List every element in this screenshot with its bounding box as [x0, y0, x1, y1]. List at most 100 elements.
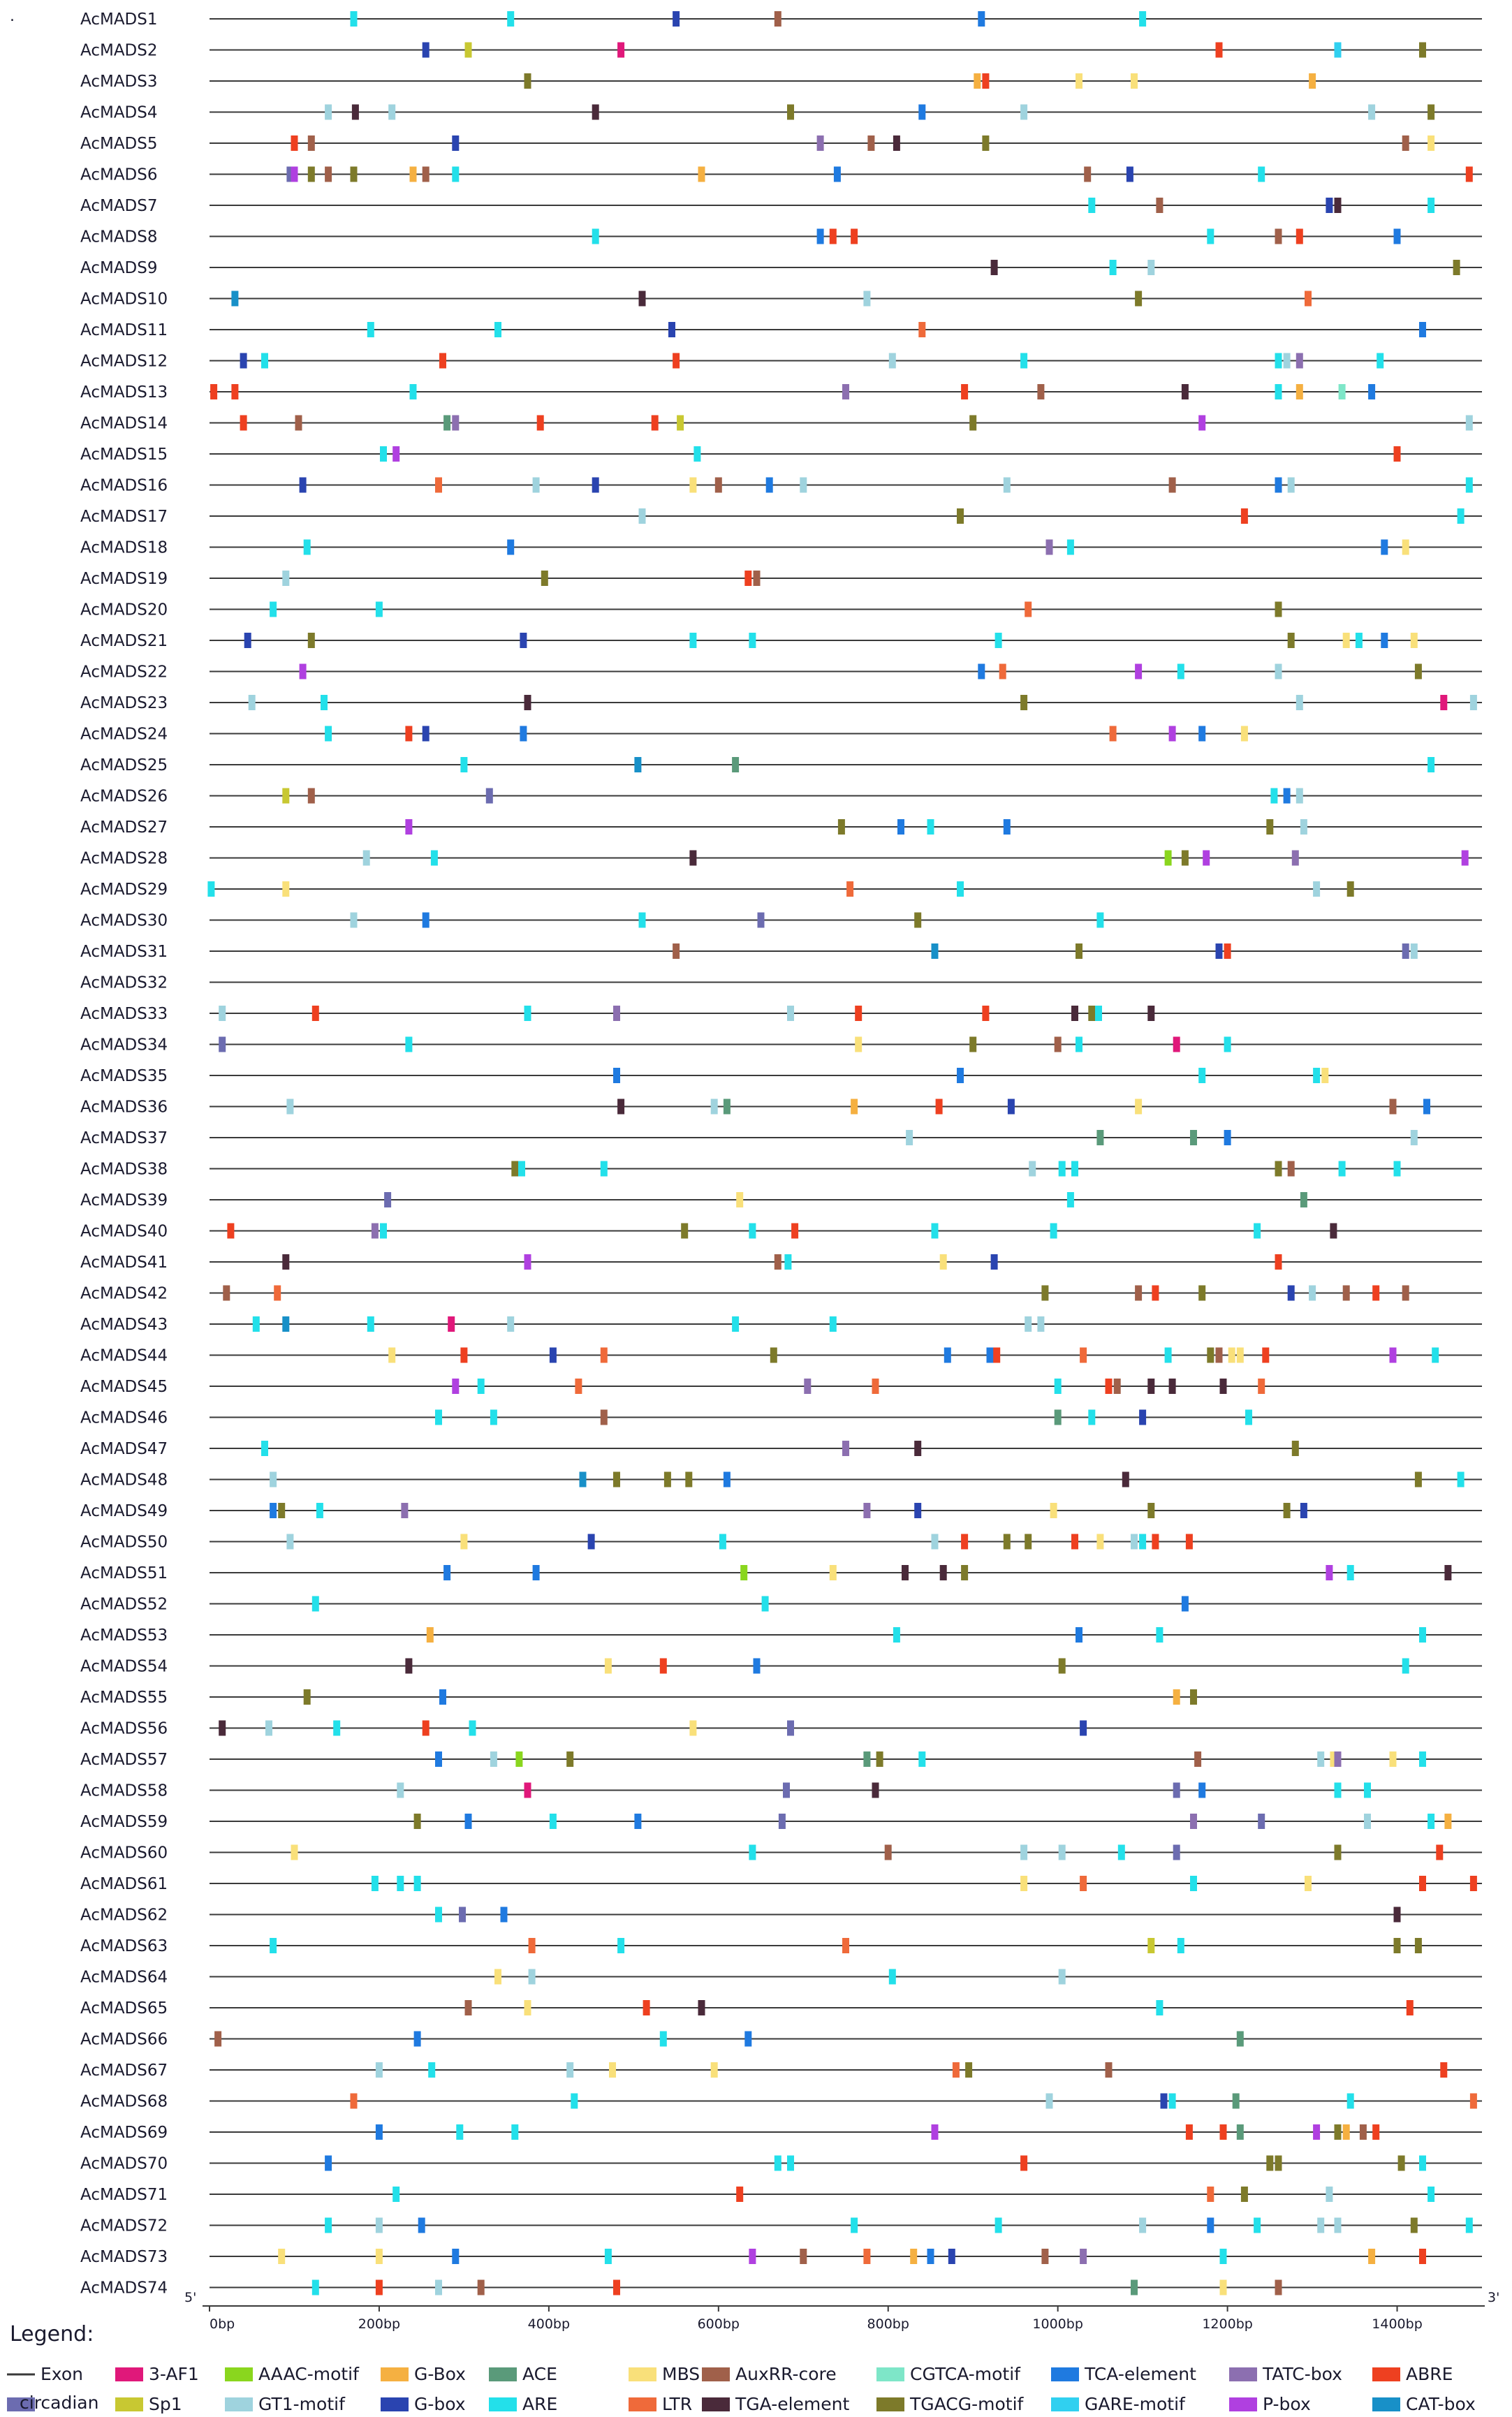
- element-mark: [1465, 166, 1473, 182]
- element-mark: [753, 571, 761, 586]
- gene-row: AcMADS9: [80, 259, 1482, 277]
- element-mark: [1469, 1876, 1477, 1891]
- element-mark: [1364, 1814, 1371, 1829]
- element-mark: [944, 1347, 951, 1363]
- element-mark: [490, 1409, 497, 1425]
- element-mark: [1338, 384, 1346, 399]
- element-mark: [333, 1720, 341, 1736]
- element-mark: [1139, 1409, 1147, 1425]
- gene-row: AcMADS57: [80, 1751, 1482, 1769]
- element-mark: [1317, 1751, 1325, 1767]
- gene-row: AcMADS3: [80, 73, 1482, 91]
- element-mark: [774, 2155, 781, 2171]
- element-mark: [1190, 1130, 1197, 1145]
- element-mark: [994, 2217, 1002, 2233]
- element-mark: [270, 601, 277, 617]
- element-mark: [1393, 446, 1401, 462]
- gene-label: AcMADS67: [80, 2062, 168, 2080]
- element-mark: [375, 601, 383, 617]
- element-mark: [829, 1565, 837, 1580]
- gene-label: AcMADS57: [80, 1751, 168, 1769]
- element-mark: [1300, 1192, 1307, 1207]
- gene-label: AcMADS66: [80, 2031, 168, 2049]
- element-mark: [1058, 1658, 1066, 1674]
- gene-row: AcMADS11: [80, 321, 1482, 339]
- element-mark: [1402, 1285, 1409, 1301]
- element-mark: [1313, 1068, 1321, 1083]
- element-mark: [1025, 1316, 1032, 1332]
- legend-item: G-box: [381, 2394, 466, 2414]
- element-mark: [518, 1161, 525, 1177]
- element-mark: [1228, 1347, 1235, 1363]
- element-mark: [388, 1347, 396, 1363]
- legend-item: ACE: [489, 2364, 557, 2384]
- element-mark: [443, 1565, 451, 1580]
- element-mark: [1003, 1534, 1011, 1550]
- element-mark: [778, 1814, 786, 1829]
- element-mark: [282, 881, 290, 897]
- legend-item: AuxRR-core: [702, 2364, 837, 2384]
- gene-label: AcMADS8: [80, 228, 158, 247]
- element-mark: [1045, 2093, 1053, 2109]
- element-mark: [248, 695, 256, 710]
- element-mark: [1393, 1938, 1401, 1953]
- legend-label: ACE: [522, 2364, 557, 2384]
- element-mark: [532, 477, 540, 493]
- element-mark: [1440, 2062, 1448, 2078]
- element-mark: [392, 446, 400, 462]
- element-mark: [1058, 1969, 1066, 1985]
- element-mark: [1181, 850, 1189, 866]
- gene-row: AcMADS51: [80, 1564, 1482, 1582]
- gene-row: AcMADS50: [80, 1534, 1482, 1552]
- gene-label: AcMADS18: [80, 539, 168, 557]
- gene-row: AcMADS58: [80, 1782, 1482, 1800]
- element-mark: [659, 1658, 667, 1674]
- gene-label: AcMADS61: [80, 1875, 168, 1893]
- element-mark: [638, 508, 646, 524]
- element-mark: [927, 819, 934, 835]
- element-mark: [1168, 1379, 1176, 1394]
- element-mark: [435, 477, 442, 493]
- element-mark: [1469, 2093, 1477, 2109]
- gene-label: AcMADS35: [80, 1067, 168, 1085]
- element-mark: [1076, 1627, 1082, 1643]
- element-mark: [375, 2249, 383, 2264]
- element-mark: [282, 1316, 290, 1332]
- gene-label: AcMADS44: [80, 1347, 168, 1365]
- element-mark: [367, 322, 374, 337]
- element-mark: [673, 353, 680, 369]
- element-mark: [303, 1689, 311, 1705]
- legend-label: TATC-box: [1262, 2364, 1342, 2384]
- element-mark: [600, 1409, 608, 1425]
- element-mark: [1287, 477, 1295, 493]
- element-mark: [1275, 2155, 1282, 2171]
- element-mark: [388, 104, 396, 120]
- element-mark: [409, 166, 417, 182]
- element-mark: [362, 850, 370, 866]
- legend-item: TCA-element: [1051, 2364, 1196, 2384]
- gene-label: AcMADS38: [80, 1161, 168, 1179]
- element-mark: [380, 1223, 387, 1239]
- element-mark: [1305, 291, 1312, 307]
- element-mark: [575, 1379, 582, 1394]
- gene-row: AcMADS26: [80, 788, 1482, 806]
- element-mark: [1342, 633, 1350, 648]
- element-mark: [1275, 663, 1282, 679]
- element-mark: [1444, 1814, 1452, 1829]
- element-mark: [863, 1503, 871, 1518]
- gene-row: AcMADS25: [80, 756, 1482, 774]
- element-mark: [1275, 228, 1282, 244]
- legend-item: AAAC-motif: [225, 2364, 360, 2384]
- gene-label: AcMADS43: [80, 1316, 168, 1334]
- element-mark: [1275, 353, 1282, 369]
- element-mark: [452, 135, 460, 151]
- element-mark: [325, 104, 332, 120]
- legend-item: circadian: [7, 2393, 98, 2413]
- gene-row: AcMADS74: [80, 2279, 1482, 2298]
- element-mark: [931, 2124, 939, 2140]
- element-mark: [961, 1565, 969, 1580]
- element-mark: [286, 1099, 294, 1115]
- element-mark: [1410, 633, 1418, 648]
- element-mark: [851, 228, 858, 244]
- element-mark: [524, 2000, 531, 2015]
